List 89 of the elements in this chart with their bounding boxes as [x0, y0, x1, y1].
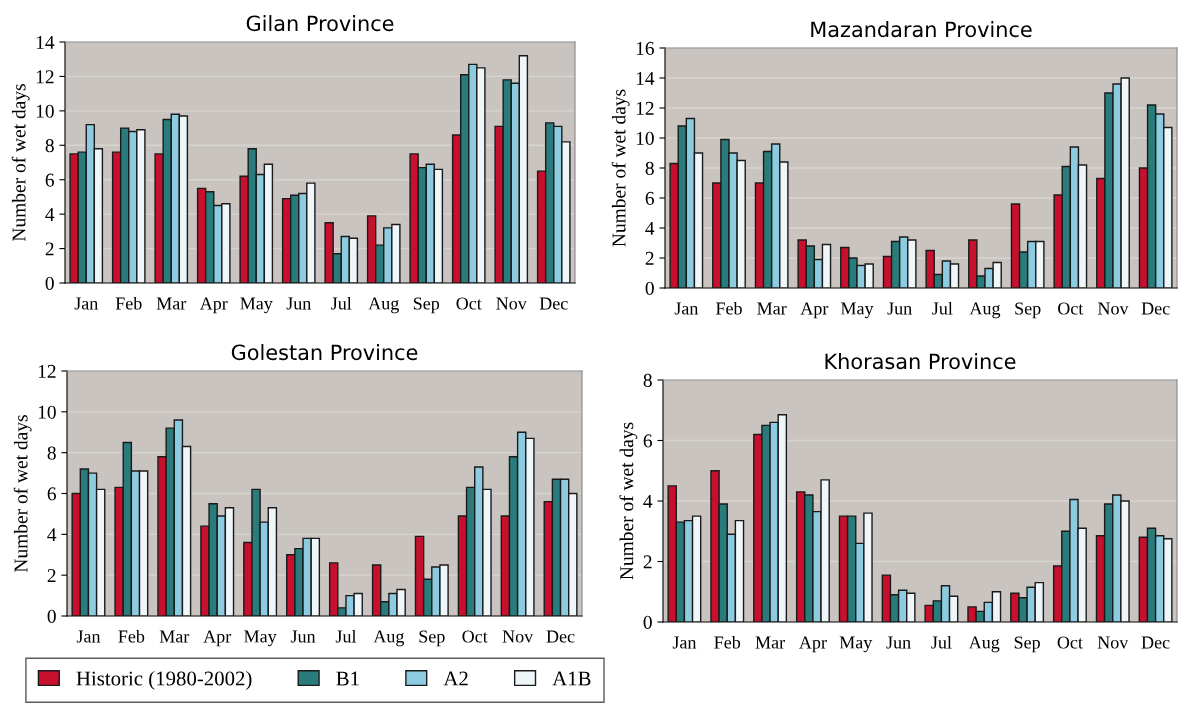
y-tick-label: 0: [45, 276, 54, 290]
x-tick-label: Dec: [539, 297, 568, 310]
y-tick-label: 0: [645, 281, 654, 295]
x-tick-label: Sep: [419, 630, 445, 647]
x-tick-label: Dec: [1141, 636, 1170, 649]
x-tick-label: Aug: [968, 636, 1000, 653]
y-tick-label: 10: [36, 104, 54, 118]
x-tick-label: Sep: [1014, 636, 1040, 653]
y-axis-title: Number of wet days: [619, 422, 638, 580]
y-tick-label: 8: [45, 139, 54, 153]
x-tick-label: Feb: [115, 296, 142, 310]
y-tick-label: 2: [45, 242, 54, 256]
x-tick-label: Sep: [1015, 302, 1041, 319]
x-tick-label: Apr: [799, 636, 827, 653]
x-tick-label: Jul: [335, 629, 357, 643]
legend-label: B1: [336, 671, 359, 686]
y-tick-label: 10: [38, 405, 56, 419]
x-tick-label: Aug: [373, 630, 405, 647]
y-tick-label: 6: [643, 434, 652, 448]
chart-title: Golestan Province: [231, 344, 418, 361]
x-tick-label: Jun: [286, 297, 312, 310]
y-tick-label: 0: [47, 609, 56, 623]
y-axis-title: Number of wet days: [13, 415, 32, 573]
x-tick-label: Jan: [76, 630, 101, 643]
x-tick-label: Jun: [290, 630, 316, 643]
x-tick-label: Oct: [1058, 302, 1084, 315]
x-tick-label: Aug: [969, 302, 1001, 319]
x-tick-label: Dec: [1141, 302, 1170, 315]
x-tick-label: Apr: [199, 297, 228, 314]
chart-title: Khorasan Province: [825, 353, 1016, 370]
x-tick-label: Jun: [887, 302, 912, 315]
x-tick-label: Jan: [672, 636, 697, 649]
x-tick-label: May: [240, 297, 273, 314]
x-tick-label: Apr: [203, 630, 232, 647]
legend-label: A1B: [552, 671, 591, 686]
y-tick-label: 12: [38, 364, 56, 378]
x-tick-label: Jun: [886, 636, 911, 649]
x-tick-label: Mar: [755, 636, 785, 649]
x-tick-label: Feb: [118, 629, 145, 643]
x-tick-label: Oct: [1057, 636, 1083, 649]
y-tick-label: 8: [645, 161, 654, 175]
y-tick-label: 2: [645, 251, 654, 265]
chart-title: Gilan Province: [246, 15, 394, 32]
x-tick-label: Jan: [674, 302, 699, 315]
x-tick-label: Nov: [1097, 302, 1129, 315]
x-tick-label: Feb: [714, 635, 741, 649]
y-tick-label: 14: [636, 71, 655, 85]
y-tick-label: 4: [643, 494, 653, 508]
x-tick-label: Nov: [1097, 636, 1129, 649]
x-tick-label: Oct: [456, 297, 482, 310]
x-tick-label: Apr: [800, 302, 829, 319]
legend-label: Historic (1980-2002): [76, 670, 252, 690]
x-tick-label: Jan: [74, 297, 99, 310]
x-tick-label: Sep: [413, 297, 440, 314]
y-tick-label: 4: [45, 208, 55, 221]
y-tick-label: 2: [47, 569, 56, 582]
y-tick-label: 4: [47, 528, 57, 542]
x-tick-label: Mar: [156, 297, 187, 310]
y-tick-label: 10: [636, 131, 654, 145]
y-tick-label: 2: [643, 555, 652, 569]
y-tick-label: 12: [36, 70, 54, 84]
x-tick-label: Mar: [159, 630, 190, 643]
legend-label: A2: [443, 671, 468, 686]
x-tick-label: May: [244, 630, 277, 647]
x-tick-label: Feb: [715, 301, 742, 315]
y-tick-label: 4: [645, 221, 655, 235]
y-axis-title: Number of wet days: [611, 89, 630, 247]
x-tick-label: Nov: [502, 630, 534, 643]
y-tick-label: 16: [636, 41, 654, 55]
chart-title: Mazandaran Province: [811, 21, 1032, 38]
x-tick-label: May: [840, 302, 874, 319]
y-axis-title: Number of wet days: [11, 84, 30, 242]
x-tick-label: May: [839, 636, 873, 653]
y-tick-label: 12: [636, 101, 654, 115]
y-tick-label: 6: [47, 487, 56, 501]
y-tick-label: 8: [47, 446, 56, 460]
x-tick-label: Oct: [462, 630, 488, 643]
x-tick-label: Jul: [331, 296, 352, 310]
x-tick-label: Dec: [546, 630, 575, 643]
y-tick-label: 6: [645, 191, 654, 205]
x-tick-label: Mar: [757, 302, 787, 315]
y-tick-label: 8: [643, 373, 652, 387]
y-tick-label: 14: [36, 35, 55, 49]
x-tick-label: Jul: [932, 301, 953, 315]
x-tick-label: Jul: [931, 635, 952, 649]
x-tick-label: Nov: [496, 297, 527, 310]
y-tick-label: 0: [643, 615, 652, 629]
x-tick-label: Aug: [368, 297, 399, 314]
y-tick-label: 6: [45, 173, 54, 187]
